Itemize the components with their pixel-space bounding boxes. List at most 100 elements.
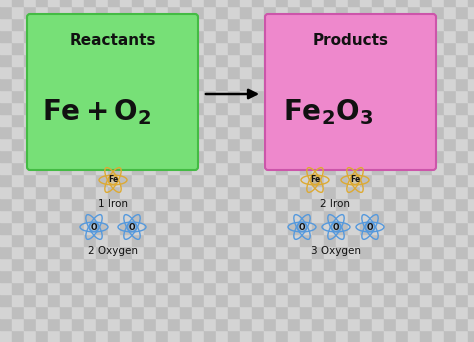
Bar bbox=[0, 126, 12, 138]
Bar bbox=[384, 114, 396, 126]
Bar bbox=[72, 150, 84, 162]
Bar bbox=[252, 6, 264, 18]
Bar bbox=[384, 42, 396, 54]
Bar bbox=[456, 294, 468, 306]
Bar bbox=[204, 66, 216, 78]
Bar bbox=[168, 174, 180, 186]
Bar bbox=[240, 282, 252, 294]
Bar bbox=[408, 54, 420, 66]
Bar bbox=[408, 162, 420, 174]
Bar bbox=[12, 0, 24, 6]
Bar bbox=[228, 78, 240, 90]
Bar bbox=[288, 306, 300, 318]
Bar bbox=[468, 246, 474, 258]
Bar bbox=[96, 306, 108, 318]
Bar bbox=[372, 114, 384, 126]
Bar bbox=[216, 102, 228, 114]
Bar bbox=[192, 162, 204, 174]
Bar bbox=[144, 282, 156, 294]
Bar bbox=[384, 6, 396, 18]
Bar bbox=[108, 30, 120, 42]
Bar bbox=[168, 222, 180, 234]
Bar bbox=[420, 78, 432, 90]
Bar bbox=[156, 150, 168, 162]
Bar bbox=[300, 318, 312, 330]
Bar bbox=[408, 270, 420, 282]
Bar bbox=[372, 330, 384, 342]
Bar bbox=[468, 138, 474, 150]
Bar bbox=[300, 30, 312, 42]
Bar bbox=[180, 54, 192, 66]
Bar bbox=[384, 222, 396, 234]
Bar bbox=[360, 306, 372, 318]
Bar bbox=[60, 126, 72, 138]
Bar bbox=[120, 6, 132, 18]
Bar bbox=[264, 246, 276, 258]
Bar bbox=[84, 0, 96, 6]
Bar bbox=[0, 18, 12, 30]
FancyBboxPatch shape bbox=[265, 14, 436, 170]
Bar bbox=[144, 270, 156, 282]
Bar bbox=[192, 6, 204, 18]
Bar bbox=[444, 0, 456, 6]
Bar bbox=[228, 90, 240, 102]
Bar bbox=[300, 54, 312, 66]
Bar bbox=[216, 18, 228, 30]
Bar bbox=[48, 102, 60, 114]
Bar bbox=[360, 330, 372, 342]
Bar bbox=[372, 78, 384, 90]
Bar bbox=[312, 210, 324, 222]
Bar bbox=[468, 318, 474, 330]
Bar bbox=[96, 258, 108, 270]
Bar bbox=[420, 330, 432, 342]
Bar bbox=[288, 78, 300, 90]
Bar bbox=[192, 222, 204, 234]
Bar bbox=[312, 234, 324, 246]
Bar bbox=[48, 90, 60, 102]
Bar bbox=[132, 270, 144, 282]
Bar bbox=[300, 114, 312, 126]
Circle shape bbox=[365, 223, 374, 232]
Bar bbox=[312, 246, 324, 258]
Bar bbox=[204, 174, 216, 186]
Bar bbox=[12, 294, 24, 306]
Bar bbox=[36, 66, 48, 78]
Bar bbox=[444, 6, 456, 18]
Bar bbox=[288, 318, 300, 330]
Bar bbox=[60, 0, 72, 6]
Bar bbox=[24, 234, 36, 246]
Bar bbox=[132, 210, 144, 222]
Bar bbox=[96, 42, 108, 54]
Bar bbox=[120, 42, 132, 54]
Bar bbox=[336, 0, 348, 6]
Bar bbox=[468, 330, 474, 342]
Bar bbox=[180, 210, 192, 222]
Bar bbox=[204, 78, 216, 90]
Bar bbox=[36, 102, 48, 114]
Bar bbox=[36, 174, 48, 186]
Bar bbox=[468, 186, 474, 198]
Bar bbox=[60, 150, 72, 162]
Bar bbox=[132, 234, 144, 246]
Bar bbox=[216, 186, 228, 198]
Bar bbox=[168, 30, 180, 42]
Bar bbox=[12, 258, 24, 270]
Bar bbox=[276, 114, 288, 126]
Bar bbox=[408, 306, 420, 318]
Bar bbox=[156, 198, 168, 210]
Bar bbox=[204, 234, 216, 246]
Bar bbox=[360, 210, 372, 222]
Bar bbox=[192, 258, 204, 270]
Bar bbox=[360, 126, 372, 138]
Bar bbox=[384, 318, 396, 330]
Bar bbox=[372, 102, 384, 114]
Bar bbox=[264, 138, 276, 150]
Bar bbox=[60, 318, 72, 330]
Bar bbox=[108, 258, 120, 270]
Bar bbox=[216, 0, 228, 6]
Bar bbox=[144, 54, 156, 66]
Bar bbox=[360, 174, 372, 186]
Bar bbox=[0, 0, 12, 6]
Bar bbox=[60, 294, 72, 306]
Bar bbox=[60, 270, 72, 282]
